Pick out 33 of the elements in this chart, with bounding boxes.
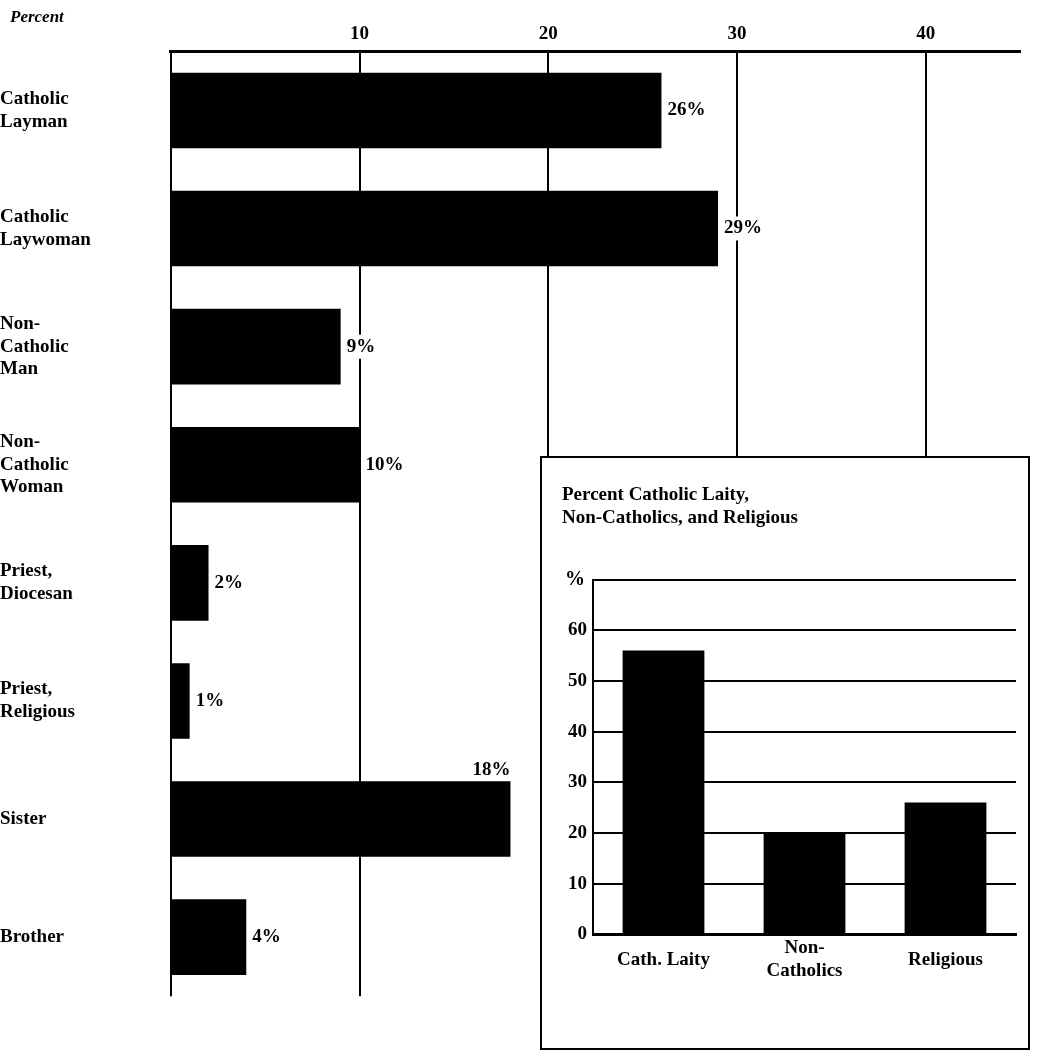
x-tick-label: 30 <box>727 21 747 43</box>
y-tick-label: 20 <box>568 820 587 842</box>
data-label: 10% <box>365 452 404 474</box>
y-tick-label: 60 <box>568 618 587 640</box>
x-axis-title: Percent <box>9 7 66 27</box>
chart-title: Percent Catholic Laity, Non-Catholics, and Religious <box>562 483 798 528</box>
y-tick-label: Non-Catholic Man <box>0 311 69 379</box>
y-tick-label: 50 <box>568 668 587 690</box>
y-tick-label: 40 <box>568 719 587 741</box>
data-label: 29% <box>724 216 763 238</box>
y-tick-label: Brother <box>0 925 65 947</box>
x-tick-label: Non-Catholics <box>766 936 843 981</box>
y-tick-label: Catholic Layman <box>0 86 69 131</box>
y-axis-title: % <box>565 566 585 589</box>
x-tick-label: Cath. Laity <box>617 947 711 969</box>
x-tick-label: Religious <box>908 947 983 969</box>
y-tick-label: Priest, Religious <box>0 677 75 722</box>
y-tick-label: 10 <box>568 871 587 893</box>
y-tick-label: 0 <box>577 922 587 944</box>
x-tick-label: 20 <box>538 21 558 43</box>
data-label: 18% <box>472 757 511 779</box>
x-tick-label: 10 <box>350 21 369 43</box>
data-label: 4% <box>252 925 281 947</box>
y-tick-label: Catholic Laywoman <box>0 205 92 249</box>
y-tick-label: Non-Catholic Woman <box>0 429 69 497</box>
y-tick-label: Sister <box>0 806 47 828</box>
data-label: 9% <box>346 334 376 356</box>
y-tick-label: 30 <box>568 770 587 792</box>
x-tick-label: 40 <box>916 21 936 43</box>
data-label: 26% <box>667 98 706 120</box>
data-label: 2% <box>214 570 244 592</box>
y-tick-label: Priest, Diocesan <box>0 559 74 604</box>
data-label: 1% <box>195 688 225 710</box>
